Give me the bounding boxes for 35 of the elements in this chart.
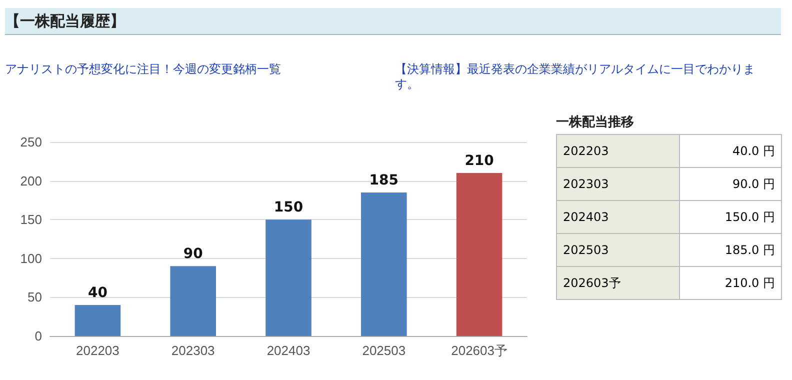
x-tick-label: 202203 [76,343,120,358]
bar [170,266,216,336]
text: 202203 [556,134,680,168]
data-label: 210 [464,153,494,170]
text: 202303 [556,168,680,200]
chart-title: 【一株配当履歴】 [5,8,781,35]
data-label: 150 [274,200,304,216]
text: 185.0 円 [680,234,782,266]
data-label: 40 [88,284,108,301]
text: 202503 [556,234,680,266]
bar [361,192,407,336]
text: 90.0 円 [680,168,782,200]
text: 【決算情報】最近発表の企業業績がリアルタイムに一目でわかります。 [395,62,756,92]
x-tick-label: 202403 [266,343,310,358]
data-label: 90 [183,246,204,262]
text: 一株配当推移 [556,114,635,131]
y-tick-label: 150 [20,212,42,228]
x-tick-label: 202503 [362,343,406,358]
text: アナリストの予想変化に注目！今週の変更銘柄一覧 [5,62,282,77]
bar [74,304,121,336]
y-tick-label: 200 [20,173,42,188]
y-tick-label: 50 [28,290,42,305]
text: 202403 [556,200,680,234]
text: 202603予 [556,266,680,300]
x-tick-label: 202303 [171,343,215,358]
x-tick-label: 202603予 [451,343,508,358]
bar [266,220,312,336]
text: 150.0 円 [680,200,782,234]
data-label: 185 [369,172,399,188]
text: 210.0 円 [680,266,782,300]
y-tick-label: 250 [20,134,42,150]
y-tick-label: 0 [34,328,42,344]
bar [456,173,502,336]
y-tick-label: 100 [20,250,42,266]
text: 40.0 円 [680,134,782,168]
